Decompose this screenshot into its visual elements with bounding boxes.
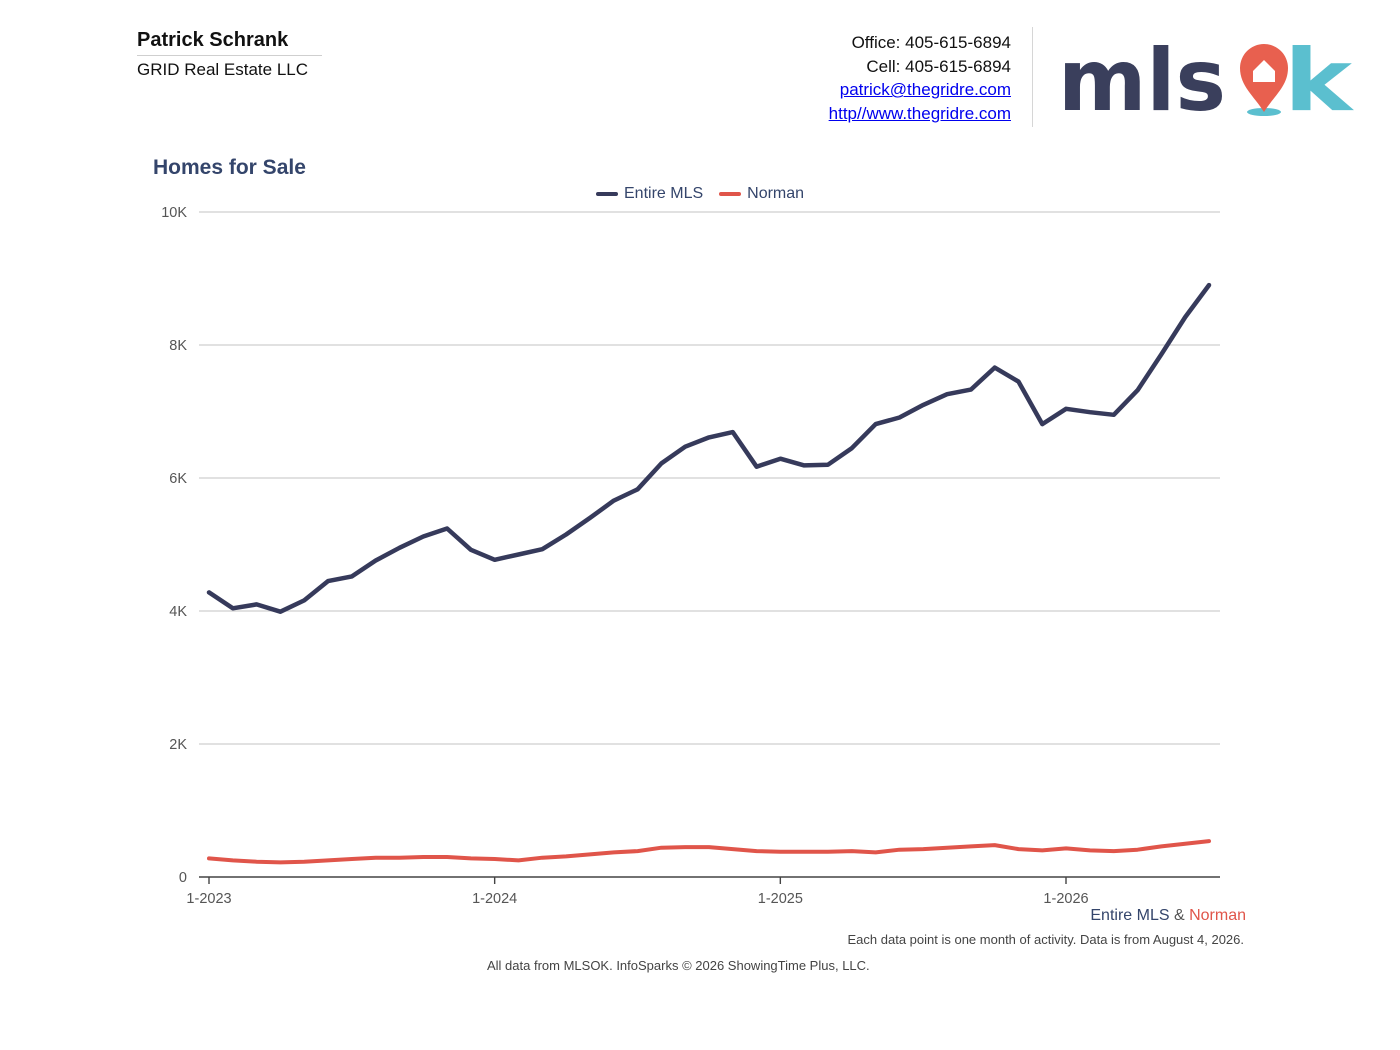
agent-company: GRID Real Estate LLC (137, 60, 309, 79)
legend-swatch-norman (719, 192, 742, 196)
agent-name: Patrick Schrank (137, 29, 289, 51)
footer-source: All data from MLSOK. InfoSparks © 2026 S… (487, 958, 870, 973)
legend-label-entire-mls: Entire MLS (624, 185, 704, 202)
x-tick-label: 1-2023 (186, 891, 231, 907)
mlsok-logo: mls k (1058, 31, 1354, 123)
x-tick-label: 1-2026 (1043, 891, 1088, 907)
cell-phone: Cell: 405-615-6894 (866, 56, 1011, 76)
footer-series-label: Entire MLS & Norman (1090, 907, 1246, 925)
office-phone: Office: 405-615-6894 (851, 33, 1011, 52)
chart-legend: Entire MLS Norman (596, 185, 820, 203)
y-tick-label: 4K (169, 604, 187, 620)
footer-series-norman: Norman (1189, 907, 1246, 924)
y-tick-label: 2K (169, 737, 187, 753)
website-link[interactable]: http//www.thegridre.com (828, 103, 1011, 123)
y-tick-label: 8K (169, 338, 187, 354)
series-line-entire-mls (206, 282, 1212, 614)
agent-divider (137, 55, 322, 56)
legend-item-norman[interactable]: Norman (719, 185, 804, 203)
footer-ampersand: & (1173, 907, 1185, 924)
footer-note: Each data point is one month of activity… (847, 932, 1244, 947)
email-link[interactable]: patrick@thegridre.com (839, 80, 1011, 99)
x-tick-label: 1-2024 (472, 891, 517, 907)
series-line-norman (207, 839, 1211, 865)
legend-item-entire-mls[interactable]: Entire MLS (596, 185, 703, 203)
legend-swatch-entire-mls (596, 192, 618, 196)
chart-title: Homes for Sale (153, 156, 306, 179)
legend-label-norman: Norman (747, 185, 805, 202)
y-tick-label: 0 (179, 870, 187, 886)
x-tick-label: 1-2025 (758, 891, 803, 907)
contact-block: Office: 405-615-6894 Cell: 405-615-6894 … (829, 31, 1011, 125)
svg-text:k: k (1284, 31, 1354, 123)
y-tick-label: 10K (161, 205, 187, 221)
footer-series-entire-mls: Entire MLS (1090, 907, 1170, 924)
y-tick-label: 6K (169, 471, 187, 487)
svg-text:mls: mls (1058, 31, 1226, 123)
header-divider (1032, 27, 1033, 127)
